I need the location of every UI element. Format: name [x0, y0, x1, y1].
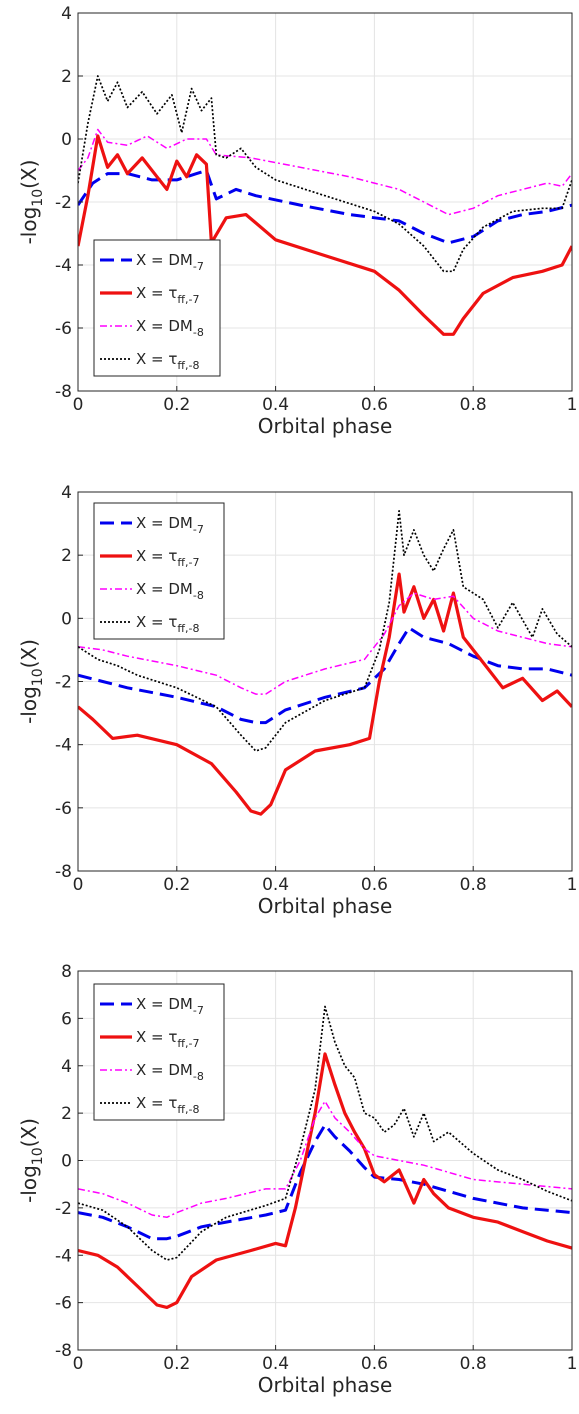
- legend-label-3: X = DM-8: [136, 317, 204, 339]
- legend-label-4: X = τff,-8: [136, 1094, 199, 1116]
- x-tick-label: 0: [73, 395, 84, 415]
- y-tick-label: -6: [55, 799, 72, 819]
- x-tick-label: 0.2: [163, 395, 190, 415]
- chart-panel-2: 0 0.2 0.4 0.6 0.8 1 -8 -6 -4 -2 0 2 4 Orbital phase -l…: [17, 483, 577, 918]
- x-tick-label: 0.8: [460, 1354, 487, 1374]
- y-tick-label: 4: [61, 4, 72, 24]
- legend-label-2: X = τff,-7: [136, 1028, 199, 1050]
- legend-label-1: X = DM-7: [136, 995, 204, 1017]
- x-tick-label: 1: [567, 395, 578, 415]
- legend-label-4: X = τff,-8: [136, 350, 199, 372]
- y-tick-label: -8: [55, 382, 72, 402]
- y-axis-label: -log10(X): [17, 1118, 46, 1203]
- legend-label-2: X = τff,-7: [136, 547, 199, 569]
- legend-box: [93, 983, 225, 1121]
- y-tick-label: 6: [61, 1009, 72, 1029]
- legend-label-4: X = τff,-8: [136, 613, 199, 635]
- y-tick-label: -2: [55, 193, 72, 213]
- y-axis-label: -log10(X): [17, 160, 46, 245]
- series-line-3: [78, 1100, 572, 1219]
- x-tick-label: 0.6: [361, 875, 388, 895]
- x-tick-label: 0.4: [262, 875, 289, 895]
- x-tick-label: 0.4: [262, 395, 289, 415]
- chart-panel-1: 0 0.2 0.4 0.6 0.8 1 -8 -6 -4 -2 0 2 4 Orbital phase -l…: [17, 4, 577, 438]
- x-tick-label: 0.4: [262, 1354, 289, 1374]
- chart-panel-3: 0 0.2 0.4 0.6 0.8 1 -8 -6 -4 -2 0 2 4 6 8 Orbital phase…: [17, 962, 577, 1397]
- y-tick-label: 0: [61, 130, 72, 150]
- x-tick-label: 0.6: [361, 1354, 388, 1374]
- series-group: [78, 510, 572, 816]
- x-axis-label: Orbital phase: [258, 1373, 393, 1397]
- y-tick-label: 4: [61, 1057, 72, 1077]
- y-tick-label: 8: [61, 962, 72, 982]
- x-axis-label: Orbital phase: [258, 414, 393, 438]
- series-line-3: [78, 592, 572, 695]
- x-tick-label: 0.2: [163, 1354, 190, 1374]
- legend-box: [93, 502, 225, 640]
- series-line-3: [78, 128, 572, 216]
- legend-label-2: X = τff,-7: [136, 284, 199, 306]
- series-line-1: [78, 169, 572, 245]
- x-axis-label: Orbital phase: [258, 894, 393, 918]
- x-tick-label: 0.6: [361, 395, 388, 415]
- series-line-4: [78, 75, 572, 273]
- legend-label-3: X = DM-8: [136, 1061, 204, 1083]
- y-tick-label: -4: [55, 1246, 72, 1266]
- y-tick-label: -8: [55, 1341, 72, 1361]
- y-tick-label: 2: [61, 546, 72, 566]
- series-group: [78, 75, 572, 336]
- y-tick-label: -4: [55, 256, 72, 276]
- series-line-1: [78, 626, 572, 725]
- series-line-4: [78, 510, 572, 752]
- x-tick-label: 0: [73, 875, 84, 895]
- x-tick-label: 0.2: [163, 875, 190, 895]
- y-tick-label: -8: [55, 862, 72, 882]
- y-tick-label: 0: [61, 609, 72, 629]
- legend-label-3: X = DM-8: [136, 580, 204, 602]
- x-tick-label: 0: [73, 1354, 84, 1374]
- legend-label-1: X = DM-7: [136, 251, 204, 273]
- legend: X = DM-7 X = τff,-7 X = DM-8 X = τff,-8: [93, 239, 221, 377]
- y-tick-label: 4: [61, 483, 72, 503]
- legend: X = DM-7 X = τff,-7 X = DM-8 X = τff,-8: [93, 983, 225, 1121]
- y-axis-label: -log10(X): [17, 639, 46, 724]
- y-tick-label: -6: [55, 1294, 72, 1314]
- series-line-2: [78, 572, 572, 816]
- legend: X = DM-7 X = τff,-7 X = DM-8 X = τff,-8: [93, 502, 225, 640]
- x-tick-label: 0.8: [460, 395, 487, 415]
- series-line-2: [78, 134, 572, 336]
- series-line-1: [78, 1123, 572, 1241]
- legend-label-1: X = DM-7: [136, 514, 204, 536]
- series-line-2: [78, 1052, 572, 1309]
- y-tick-label: -2: [55, 673, 72, 693]
- series-group: [78, 1005, 572, 1309]
- y-tick-label: 0: [61, 1152, 72, 1172]
- y-tick-label: -4: [55, 736, 72, 756]
- y-tick-label: 2: [61, 1104, 72, 1124]
- y-tick-label: 2: [61, 67, 72, 87]
- x-tick-label: 1: [567, 875, 578, 895]
- legend-box: [93, 239, 221, 377]
- x-tick-label: 1: [567, 1354, 578, 1374]
- y-tick-label: -6: [55, 319, 72, 339]
- x-tick-label: 0.8: [460, 875, 487, 895]
- y-tick-label: -2: [55, 1199, 72, 1219]
